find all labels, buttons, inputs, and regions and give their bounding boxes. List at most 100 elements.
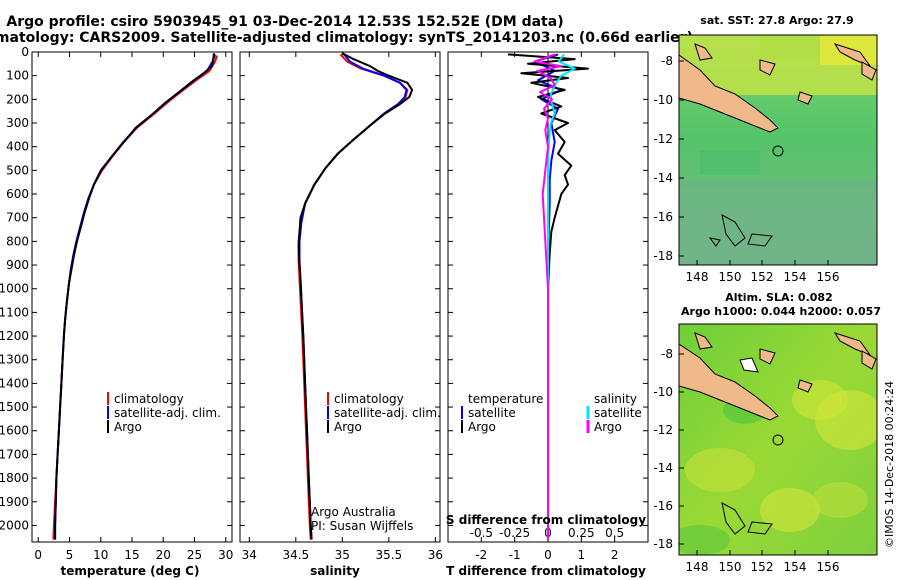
map-lat-label: -12 <box>653 132 673 146</box>
y-tick-label: 200 <box>6 92 29 106</box>
legend-satellite-label: satellite-adj. clim. <box>114 406 221 420</box>
y-tick-label: 1400 <box>0 376 29 390</box>
y-tick-label: 100 <box>6 69 29 83</box>
t-difference-axis-label: T difference from climatology <box>446 564 646 578</box>
s-diff-tick-label: 0.25 <box>568 526 595 540</box>
legend-t-argo-label: Argo <box>468 420 496 434</box>
credit-argo-australia: Argo Australia <box>311 505 396 519</box>
map-lat-label: -14 <box>653 171 673 185</box>
map-lat-label: -8 <box>661 347 673 361</box>
map-lon-label: 152 <box>751 270 774 284</box>
map-lon-label: 154 <box>784 560 807 574</box>
s-diff-tick-label: -0.25 <box>499 526 530 540</box>
legend-s-argo-label: Argo <box>594 420 622 434</box>
figure-title-line2: Climatology: CARS2009. Satellite-adjuste… <box>0 30 693 46</box>
legend-argo-label: Argo <box>334 420 362 434</box>
y-tick-label: 2000 <box>0 518 29 532</box>
x-tick-label: 0 <box>34 548 42 562</box>
argo-location-marker <box>772 434 784 446</box>
imos-stamp: ©IMOS 14-Dec-2018 00:24:24 <box>883 381 896 548</box>
series-line-s-argo <box>533 53 563 540</box>
y-tick-label: 0 <box>21 45 29 59</box>
s-difference-axis-label: S difference from climatology <box>446 513 646 527</box>
series-line-argo <box>54 53 215 540</box>
map-lat-label: -8 <box>661 54 673 68</box>
sla-map-title: Altim. SLA: 0.082 <box>725 291 832 304</box>
salinity-plot-frame <box>239 51 441 543</box>
series-line-argo <box>297 52 414 540</box>
map-lon-label: 150 <box>719 560 742 574</box>
x-tick-label: 35 <box>335 548 350 562</box>
x-tick-label: 15 <box>124 548 139 562</box>
x-tick-label: 34 <box>242 548 257 562</box>
sla-map <box>679 324 877 555</box>
y-tick-label: 1000 <box>0 282 29 296</box>
legend-argo-label: Argo <box>114 420 142 434</box>
temperature-plot-frame <box>31 51 233 543</box>
y-tick-label: 600 <box>6 187 29 201</box>
x-tick-label: 35.5 <box>375 548 402 562</box>
series-line-climatology <box>297 53 409 540</box>
salinity-axis-label: salinity <box>310 564 360 578</box>
credit-pi: PI: Susan Wijffels <box>311 519 413 533</box>
sst-map <box>679 35 877 265</box>
y-tick-label: 1600 <box>0 424 29 438</box>
legend-climatology-label: climatology <box>114 392 184 406</box>
y-tick-label: 300 <box>6 116 29 130</box>
map-lat-label: -18 <box>653 537 673 551</box>
x-tick-label: 2 <box>611 548 619 562</box>
s-diff-tick-label: 0.5 <box>605 526 624 540</box>
y-tick-label: 1100 <box>0 305 29 319</box>
x-tick-label: -1 <box>509 548 521 562</box>
legend-salinity-title: salinity <box>594 392 637 406</box>
salinity-legend: climatology satellite-adj. clim. Argo Ar… <box>311 392 441 533</box>
x-tick-label: 1 <box>578 548 586 562</box>
y-tick-label: 1300 <box>0 353 29 367</box>
y-tick-label: 1500 <box>0 400 29 414</box>
map-lat-label: -18 <box>653 249 673 263</box>
map-lon-label: 148 <box>686 270 709 284</box>
x-tick-label: 30 <box>218 548 233 562</box>
map-lat-label: -10 <box>653 93 673 107</box>
x-tick-label: 36 <box>428 548 443 562</box>
series-line-satellite-adj-clim- <box>298 53 408 540</box>
x-tick-label: 0 <box>544 548 552 562</box>
sst-map-title: sat. SST: 27.8 Argo: 27.9 <box>700 14 853 27</box>
legend-t-satellite-label: satellite <box>468 406 516 420</box>
difference-legend: temperature salinity satellite Argo sate… <box>446 392 646 527</box>
map-lon-label: 148 <box>686 560 709 574</box>
y-tick-label: 1800 <box>0 471 29 485</box>
s-diff-tick-label: -0.5 <box>470 526 493 540</box>
map-lon-label: 156 <box>817 560 840 574</box>
x-tick-label: 5 <box>66 548 74 562</box>
legend-climatology-label: climatology <box>334 392 404 406</box>
y-tick-label: 700 <box>6 211 29 225</box>
y-tick-label: 1700 <box>0 447 29 461</box>
x-tick-label: 20 <box>156 548 171 562</box>
map-lat-label: -12 <box>653 423 673 437</box>
sla-map-frame <box>678 323 878 556</box>
series-line-s-satellite <box>547 53 576 540</box>
map-lon-label: 150 <box>719 270 742 284</box>
y-tick-label: 1200 <box>0 329 29 343</box>
map-lat-label: -16 <box>653 210 673 224</box>
y-tick-label: 500 <box>6 163 29 177</box>
temperature-axis-label: temperature (deg C) <box>61 564 200 578</box>
x-tick-label: 10 <box>93 548 108 562</box>
sst-map-frame <box>678 34 878 266</box>
map-lon-label: 156 <box>817 270 840 284</box>
y-tick-label: 900 <box>6 258 29 272</box>
y-tick-label: 400 <box>6 140 29 154</box>
legend-s-satellite-label: satellite <box>594 406 642 420</box>
argo-location-marker <box>772 145 784 157</box>
map-lat-label: -14 <box>653 461 673 475</box>
map-lat-label: -16 <box>653 499 673 513</box>
x-tick-label: -2 <box>475 548 487 562</box>
x-tick-label: 34.5 <box>282 548 309 562</box>
x-tick-label: 25 <box>187 548 202 562</box>
legend-satellite-label: satellite-adj. clim. <box>334 406 441 420</box>
map-lon-label: 152 <box>751 560 774 574</box>
figure-title-line1: Argo profile: csiro 5903945_91 03-Dec-20… <box>6 14 563 30</box>
y-tick-label: 1900 <box>0 495 29 509</box>
